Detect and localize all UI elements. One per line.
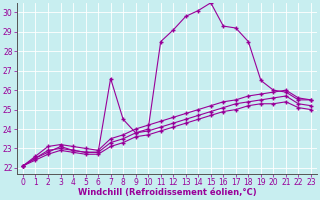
X-axis label: Windchill (Refroidissement éolien,°C): Windchill (Refroidissement éolien,°C) [78, 188, 256, 197]
